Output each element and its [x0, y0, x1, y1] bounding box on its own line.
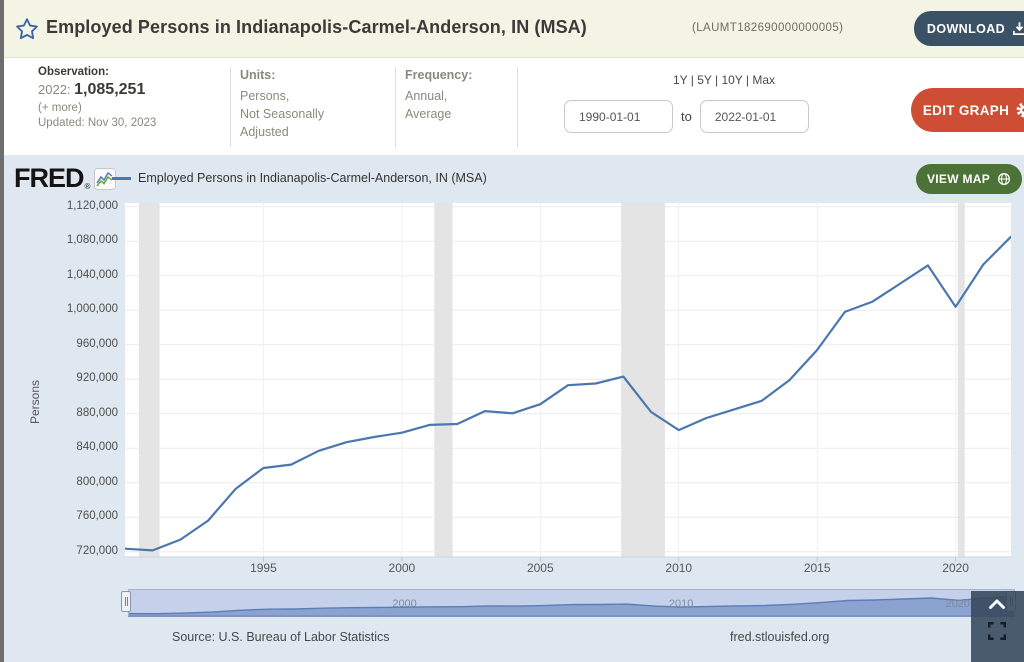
view-map-label: VIEW MAP	[926, 172, 991, 186]
legend-series-label: Employed Persons in Indianapolis-Carmel-…	[138, 171, 487, 185]
edit-graph-label: EDIT GRAPH	[922, 102, 1010, 118]
y-axis-label: 1,080,000	[66, 234, 118, 247]
page-title: Employed Persons in Indianapolis-Carmel-…	[46, 17, 587, 37]
y-axis-label: 1,000,000	[66, 303, 118, 316]
fullscreen-icon[interactable]	[987, 621, 1007, 641]
slider-year-label: 2000	[392, 598, 417, 610]
download-icon	[1013, 22, 1024, 35]
frequency-panel: Frequency: Annual, Average	[405, 66, 472, 123]
frequency-line: Annual,	[405, 89, 448, 103]
fred-logo-registered-mark: ®	[84, 182, 91, 191]
chart-plot-area[interactable]	[125, 203, 1011, 563]
date-to-label: to	[681, 109, 692, 124]
date-range-row: to	[564, 100, 884, 133]
units-panel: Units: Persons, Not Seasonally Adjusted	[240, 66, 324, 141]
date-range-panel: 1Y | 5Y | 10Y | Max to	[564, 59, 884, 155]
date-to-input[interactable]	[699, 100, 809, 133]
divider	[395, 67, 396, 147]
observation-value: 1,085,251	[74, 81, 146, 98]
x-axis-label: 2000	[388, 561, 416, 575]
observation-panel: Observation: 2022: 1,085,251 (+ more) Up…	[38, 66, 156, 129]
series-meta-bar: Observation: 2022: 1,085,251 (+ more) Up…	[4, 59, 1024, 155]
favorite-star-icon[interactable]	[14, 16, 40, 42]
divider	[517, 67, 518, 147]
graph-tools-overlay	[971, 591, 1024, 662]
window-left-edge	[0, 0, 4, 662]
slider-year-label: 2020	[945, 598, 970, 610]
gear-icon	[1016, 102, 1024, 118]
y-axis-label: 760,000	[76, 510, 118, 523]
y-axis-label: 1,120,000	[66, 199, 118, 212]
view-map-button[interactable]: VIEW MAP	[916, 164, 1022, 194]
x-axis-label: 1995	[250, 561, 277, 575]
fred-site-link[interactable]: fred.stlouisfed.org	[730, 630, 830, 644]
series-id: (LAUMT182690000000005)	[692, 22, 844, 34]
units-line: Not Seasonally	[240, 107, 325, 121]
globe-icon	[997, 172, 1011, 186]
x-axis-label: 2010	[665, 561, 693, 575]
y-axis-label: 720,000	[76, 544, 118, 557]
slider-left-handle[interactable]	[121, 591, 131, 612]
edit-graph-button[interactable]: EDIT GRAPH	[911, 88, 1024, 132]
updated-text: Updated: Nov 30, 2023	[38, 117, 157, 129]
x-axis-label: 2015	[803, 561, 831, 575]
range-preset-links[interactable]: 1Y | 5Y | 10Y | Max	[672, 73, 776, 87]
slider-area-chart	[129, 595, 1014, 615]
source-link[interactable]: Source: U.S. Bureau of Labor Statistics	[172, 630, 390, 644]
y-axis-label: 840,000	[76, 441, 118, 454]
scroll-top-chevron-icon[interactable]	[988, 597, 1006, 610]
x-axis-label: 2005	[526, 561, 554, 575]
y-axis-label: 880,000	[76, 406, 118, 419]
page-header: Employed Persons in Indianapolis-Carmel-…	[4, 0, 1024, 58]
date-from-input[interactable]	[564, 100, 673, 133]
graph-container: FRED ® Employed Persons in Indianapolis-…	[4, 155, 1024, 662]
observation-value-row: 2022: 1,085,251	[38, 81, 156, 99]
y-axis-label: 800,000	[76, 475, 118, 488]
observation-label: Observation:	[38, 66, 109, 78]
units-line: Adjusted	[240, 125, 289, 139]
date-range-slider-track[interactable]	[128, 589, 1015, 617]
legend-line-swatch	[112, 176, 131, 180]
x-axis-label: 2020	[942, 561, 969, 575]
download-button[interactable]: DOWNLOAD	[914, 11, 1024, 46]
more-observations-link[interactable]: (+ more)	[38, 102, 82, 114]
observation-date: 2022:	[38, 82, 75, 97]
y-axis-label: 960,000	[76, 337, 118, 350]
download-button-label: DOWNLOAD	[926, 21, 1006, 36]
y-axis-label: 920,000	[76, 372, 118, 385]
units-line: Persons,	[240, 89, 290, 103]
fred-logo-text: FRED	[14, 163, 84, 193]
chart-legend: Employed Persons in Indianapolis-Carmel-…	[112, 171, 487, 185]
frequency-line: Average	[405, 107, 452, 121]
units-label: Units:	[240, 68, 276, 82]
fred-logo[interactable]: FRED ®	[14, 163, 117, 194]
y-axis-title: Persons	[28, 380, 42, 425]
frequency-label: Frequency:	[405, 68, 473, 82]
divider	[230, 67, 231, 147]
y-axis-label: 1,040,000	[66, 268, 118, 281]
slider-year-label: 2010	[668, 598, 694, 610]
